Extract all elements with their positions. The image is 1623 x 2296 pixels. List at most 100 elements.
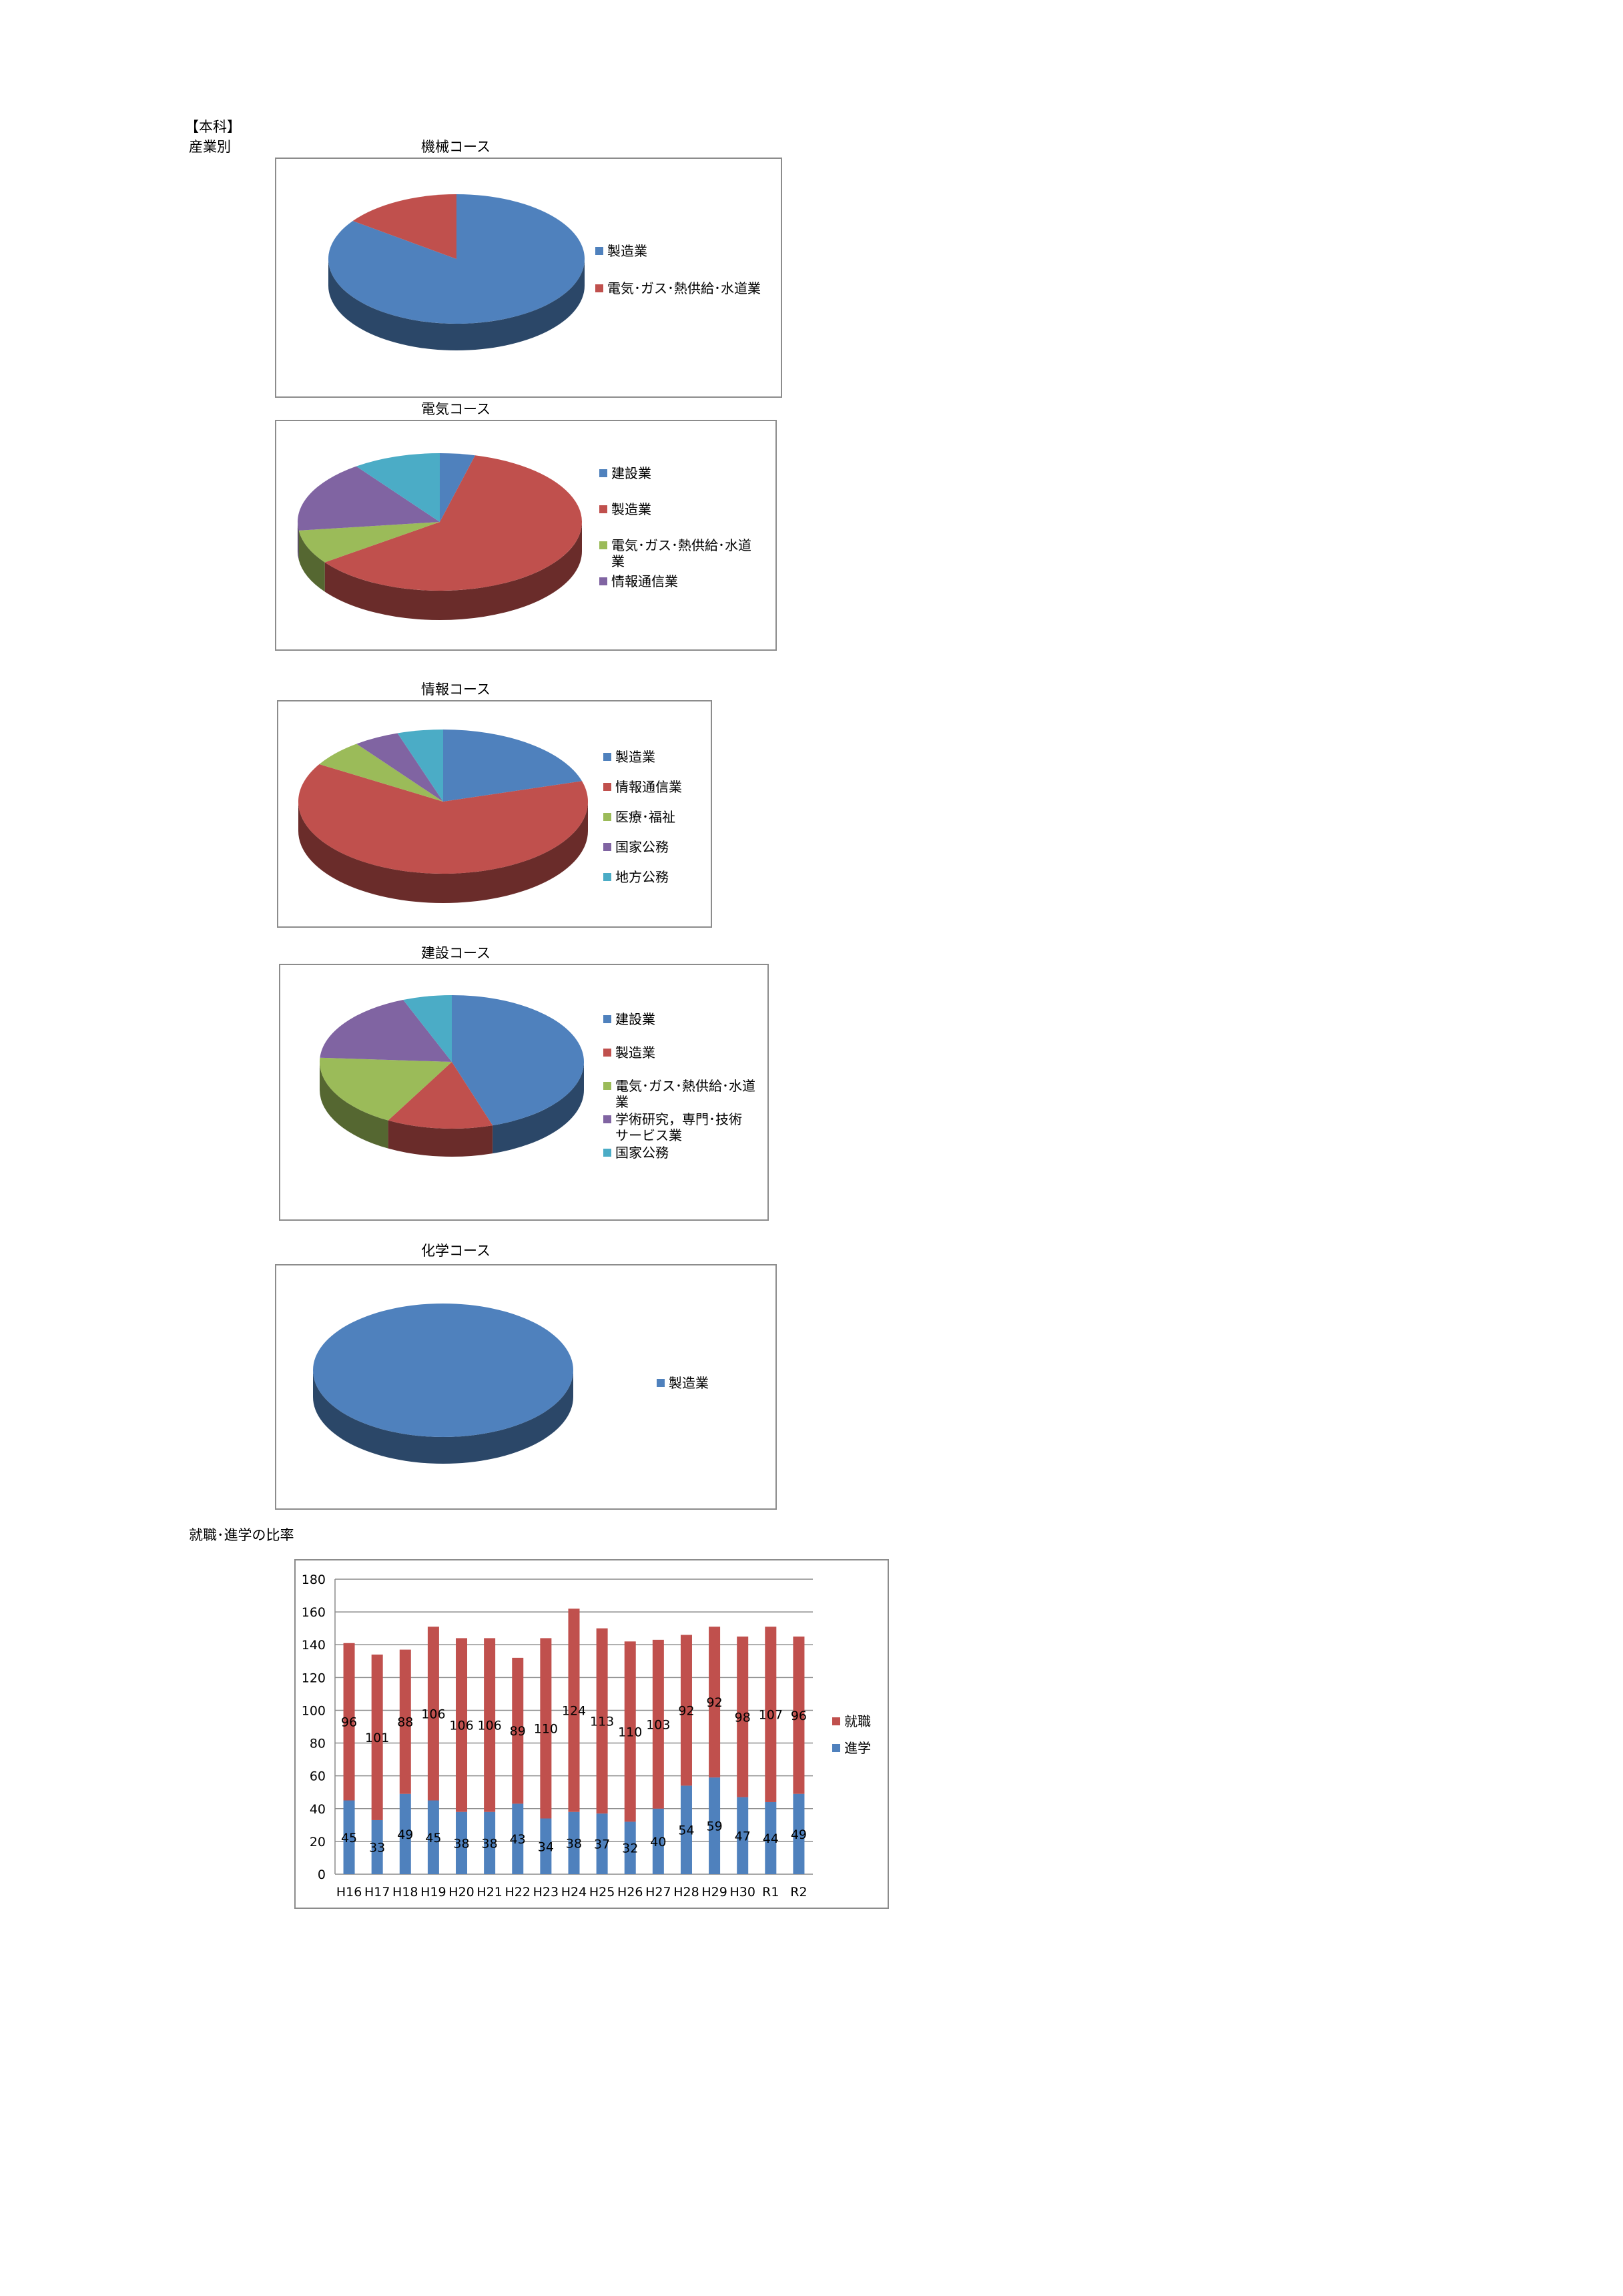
legend-entry-0: 製造業 — [603, 749, 655, 765]
legend-swatch-0 — [657, 1379, 665, 1387]
data-label: 49 — [397, 1827, 413, 1842]
legend-swatch-2 — [603, 1082, 611, 1090]
y-tick-label: 80 — [310, 1737, 326, 1751]
pie-slice-0 — [313, 1304, 573, 1437]
y-tick-label: 140 — [302, 1638, 326, 1653]
pie-slice-1 — [298, 764, 588, 874]
bar-shingaku — [596, 1813, 608, 1874]
bar-shushoku — [399, 1649, 411, 1794]
bar-shushoku — [456, 1638, 468, 1812]
data-label: 44 — [763, 1831, 779, 1846]
x-tick-label: H24 — [561, 1885, 587, 1900]
bar-shushoku — [371, 1654, 383, 1820]
bar-shingaku — [456, 1811, 468, 1874]
data-label: 37 — [594, 1837, 610, 1852]
legend-swatch-0 — [603, 753, 611, 761]
bar-shingaku — [568, 1811, 580, 1874]
data-label: 103 — [646, 1717, 670, 1732]
pie-side-0 — [493, 1062, 584, 1154]
data-label: 33 — [369, 1840, 385, 1855]
legend-swatch-1 — [599, 505, 607, 513]
x-tick-label: R1 — [762, 1885, 779, 1900]
data-label: 124 — [562, 1703, 586, 1718]
page-subheading: 産業別 — [189, 139, 231, 155]
legend-label-3: 学術研究，専門･技術 — [615, 1111, 742, 1127]
x-tick-label: H21 — [476, 1885, 502, 1900]
legend-label-1: 製造業 — [611, 501, 651, 517]
legend-entry-1: 製造業 — [603, 1045, 655, 1061]
x-tick-label: H20 — [448, 1885, 474, 1900]
pie-title-information: 情報コース — [421, 681, 491, 697]
legend-entry-1: 電気･ガス･熱供給･水道業 — [595, 280, 761, 296]
bar-legend-label: 就職 — [844, 1713, 871, 1729]
y-tick-label: 120 — [302, 1671, 326, 1685]
legend-label-1: 情報通信業 — [615, 779, 682, 795]
bar-shingaku — [765, 1801, 777, 1874]
data-label: 38 — [566, 1836, 582, 1851]
x-tick-label: H28 — [673, 1885, 699, 1900]
bar-shushoku — [343, 1643, 355, 1801]
pie-side-0 — [313, 1370, 573, 1464]
pie-slice-1 — [388, 1062, 493, 1129]
x-tick-label: H25 — [589, 1885, 615, 1900]
bar-shushoku — [737, 1636, 749, 1797]
legend-label-2: 電気･ガス･熱供給･水道 — [615, 1078, 755, 1094]
pie-slice-0 — [452, 995, 584, 1126]
bar-shingaku — [652, 1808, 664, 1874]
legend-swatch-0 — [599, 469, 607, 477]
pie-slice-1 — [352, 194, 456, 259]
data-label: 59 — [706, 1819, 722, 1834]
legend-swatch-4 — [603, 1149, 611, 1157]
pie-side-1 — [324, 522, 582, 620]
legend-label-1: 電気･ガス･熱供給･水道業 — [607, 280, 761, 296]
legend-label-4: 地方公務 — [615, 869, 669, 885]
bar-legend-swatch — [832, 1744, 840, 1752]
legend-swatch-0 — [603, 1015, 611, 1023]
bar-shingaku — [371, 1819, 383, 1874]
bar-shingaku — [512, 1803, 524, 1874]
pie-slice-2 — [320, 1057, 452, 1121]
x-tick-label: H29 — [701, 1885, 727, 1900]
legend-entry-4: 地方公務 — [603, 869, 669, 885]
legend-label-3: 情報通信業 — [611, 573, 678, 589]
legend-entry-0: 製造業 — [657, 1375, 709, 1391]
bar-shushoku — [680, 1635, 692, 1786]
data-label: 113 — [590, 1714, 614, 1729]
pie-side-group — [298, 802, 588, 903]
page-heading: 【本科】 — [185, 119, 241, 135]
pie-slice-3 — [320, 1000, 452, 1062]
data-label: 96 — [341, 1715, 357, 1730]
legend-entry-4: 国家公務 — [603, 1145, 669, 1161]
bar-shushoku — [652, 1639, 664, 1809]
x-tick-label: H26 — [617, 1885, 643, 1900]
bar-svg: 0 20 40 60 80 100 120 140 160 180 45 96 H16 33 101 H17 4… — [302, 1572, 871, 1900]
bar-shingaku — [427, 1800, 439, 1874]
legend-label-4: 国家公務 — [615, 1145, 669, 1161]
pie-chart-construction: 建設業 製造業 電気･ガス･熱供給･水道業学術研究，専門･技術 サービス業 国家公務 — [279, 964, 769, 1221]
y-tick-label: 180 — [302, 1572, 326, 1587]
data-label: 92 — [706, 1695, 722, 1710]
bar-shushoku — [709, 1627, 721, 1778]
legend-label-0: 建設業 — [611, 465, 651, 481]
data-label: 92 — [678, 1703, 694, 1718]
x-tick-label: H23 — [533, 1885, 559, 1900]
pie-slice-3 — [298, 466, 440, 531]
y-tick-label: 60 — [310, 1769, 326, 1784]
data-label: 45 — [341, 1831, 357, 1845]
pie-slice-0 — [440, 453, 475, 522]
pie-title-mechanical: 機械コース — [421, 139, 491, 155]
data-label: 106 — [449, 1719, 473, 1733]
bar-shingaku — [624, 1821, 636, 1874]
pie-slice-4 — [356, 453, 440, 522]
data-label: 47 — [735, 1829, 751, 1843]
legend-swatch-1 — [603, 783, 611, 791]
bar-shingaku — [709, 1777, 721, 1874]
data-label: 49 — [791, 1827, 807, 1842]
data-label: 96 — [791, 1709, 807, 1723]
y-tick-label: 0 — [318, 1868, 326, 1882]
bar-legend-swatch — [832, 1717, 840, 1725]
data-label: 34 — [538, 1839, 554, 1854]
data-label: 38 — [453, 1836, 469, 1851]
